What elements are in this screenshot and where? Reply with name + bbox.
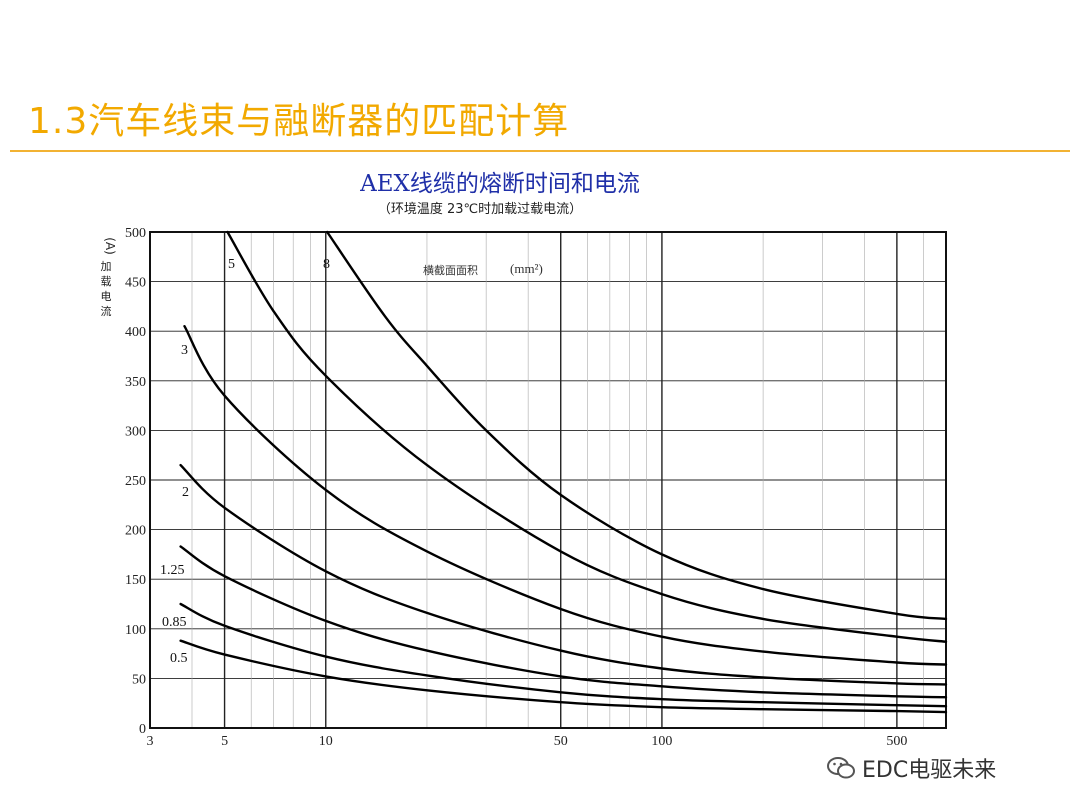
y-tick-label: 100 <box>125 623 146 638</box>
slide-title: 1.3汽车线束与融断器的匹配计算 <box>28 101 570 142</box>
x-tick-label: 3 <box>147 734 154 749</box>
series-line-0_85 <box>179 602 948 708</box>
x-tick-label: 100 <box>651 734 672 749</box>
x-tick-label: 10 <box>319 734 333 749</box>
plot-frame <box>149 231 947 729</box>
y-tick-label: 500 <box>125 226 146 241</box>
series-lines <box>179 230 948 714</box>
y-tick-label: 200 <box>125 524 146 539</box>
chart-grid <box>149 231 947 729</box>
chart-title: AEX线缆的熔断时间和电流 <box>360 171 640 197</box>
series-label: 2 <box>182 485 189 500</box>
y-tick-label: 400 <box>125 325 146 340</box>
y-tick-label: 350 <box>125 375 146 390</box>
series-label: 0.85 <box>162 615 187 630</box>
series-line-5 <box>226 230 948 643</box>
series-labels: 0.5 0.85 1.25 2 3 5 8 <box>160 257 330 666</box>
y-tick-label: 250 <box>125 474 146 489</box>
y-axis-unit: (A) <box>103 237 117 255</box>
series-label: 5 <box>228 257 235 272</box>
series-label: 3 <box>181 343 188 358</box>
y-axis-title-char: 加 <box>101 260 112 273</box>
cross-section-annotation: 横截面面积 <box>423 263 478 277</box>
cross-section-unit: (mm²) <box>510 261 543 276</box>
x-tick-label: 5 <box>221 734 228 749</box>
wechat-icon <box>827 757 855 779</box>
series-line-3 <box>183 325 948 666</box>
x-tick-label: 500 <box>886 734 907 749</box>
series-line-0_5 <box>179 639 948 714</box>
series-line-8 <box>326 230 948 621</box>
x-tick-labels: 3 5 10 50 100 500 <box>147 734 908 749</box>
y-axis-title-char: 载 <box>101 275 112 288</box>
watermark-text: EDC电驱未来 <box>862 758 997 783</box>
series-line-2 <box>179 463 948 686</box>
y-tick-label: 450 <box>125 276 146 291</box>
x-tick-label: 50 <box>554 734 568 749</box>
y-tick-label: 0 <box>139 722 146 737</box>
watermark: EDC电驱未来 <box>826 752 996 784</box>
y-tick-label: 50 <box>132 672 146 687</box>
y-tick-labels: 0 50 100 150 200 250 300 350 400 450 500 <box>125 226 146 737</box>
series-label: 8 <box>323 257 330 272</box>
chart-subtitle: （环境温度 23℃时加载过载电流） <box>377 202 583 217</box>
series-label: 0.5 <box>170 651 188 666</box>
plot-border <box>149 231 947 729</box>
series-line-1_25 <box>179 545 948 699</box>
y-axis-title-char: 流 <box>101 304 112 318</box>
y-tick-label: 150 <box>125 573 146 588</box>
y-tick-label: 300 <box>125 424 146 439</box>
series-label: 1.25 <box>160 563 185 578</box>
y-axis-title-char: 电 <box>101 290 112 303</box>
title-underline <box>10 150 1070 152</box>
